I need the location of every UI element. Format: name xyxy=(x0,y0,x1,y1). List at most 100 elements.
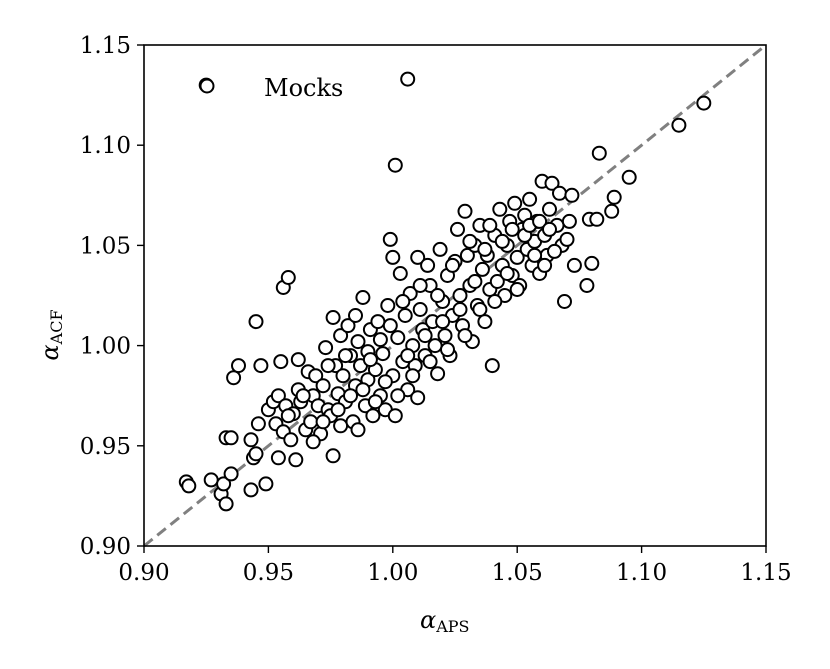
data-point xyxy=(380,298,396,313)
data-point xyxy=(280,408,296,424)
data-point xyxy=(405,368,421,384)
data-point xyxy=(589,211,605,227)
data-point xyxy=(273,354,289,370)
y-tick-label: 0.95 xyxy=(80,434,131,460)
data-point xyxy=(410,390,426,406)
y-tick-label: 1.00 xyxy=(80,334,131,360)
data-point xyxy=(270,388,286,404)
data-point xyxy=(400,71,416,87)
data-point xyxy=(527,247,543,263)
data-points xyxy=(178,71,712,512)
data-point xyxy=(482,217,498,233)
data-point xyxy=(400,348,416,364)
data-point xyxy=(248,446,264,462)
data-point xyxy=(432,241,448,257)
data-point xyxy=(218,496,234,512)
data-point xyxy=(340,318,356,334)
data-point xyxy=(477,314,493,330)
data-point xyxy=(348,308,363,323)
data-point xyxy=(542,201,557,217)
data-point xyxy=(325,448,341,464)
data-point xyxy=(325,310,341,325)
data-point xyxy=(387,157,403,173)
data-point xyxy=(382,318,398,334)
data-point xyxy=(343,388,358,404)
data-point xyxy=(410,249,426,265)
data-point xyxy=(387,408,403,424)
y-axis-label: αACF xyxy=(36,309,66,360)
data-point xyxy=(365,408,381,424)
data-point xyxy=(250,416,266,432)
data-point xyxy=(537,257,553,273)
data-point xyxy=(552,185,567,201)
data-point xyxy=(522,191,538,207)
data-point xyxy=(355,290,371,305)
data-point xyxy=(226,370,242,386)
data-point xyxy=(487,294,503,309)
data-point xyxy=(305,434,321,450)
data-point xyxy=(566,257,582,273)
data-point xyxy=(561,213,577,229)
data-point xyxy=(445,257,460,273)
y-tick-label: 1.15 xyxy=(80,33,131,59)
data-point xyxy=(308,368,324,384)
data-point xyxy=(504,221,520,237)
y-axis-ticks: 0.90 0.95 1.00 1.05 1.10 1.15 xyxy=(80,33,144,560)
data-point xyxy=(671,117,687,133)
data-point xyxy=(333,418,349,434)
data-point xyxy=(248,314,264,330)
data-point xyxy=(494,233,510,249)
data-point xyxy=(606,189,622,205)
data-point xyxy=(280,270,296,285)
data-point xyxy=(472,302,488,317)
legend: Mocks xyxy=(199,74,343,102)
data-point xyxy=(420,257,436,273)
data-point xyxy=(499,266,515,281)
data-point xyxy=(417,328,433,344)
data-point xyxy=(258,476,274,492)
data-point xyxy=(223,430,239,446)
data-point xyxy=(557,294,572,309)
y-tick-label: 1.10 xyxy=(80,133,131,159)
data-point xyxy=(203,472,219,488)
data-point xyxy=(532,213,548,229)
data-point xyxy=(430,366,446,382)
x-tick-label: 1.15 xyxy=(740,560,791,586)
data-point xyxy=(462,233,478,249)
data-point xyxy=(621,169,637,185)
data-point xyxy=(181,478,197,494)
data-point xyxy=(459,247,475,263)
data-point xyxy=(509,249,525,265)
data-point xyxy=(542,221,557,237)
data-point xyxy=(509,282,525,297)
y-tick-label: 0.90 xyxy=(80,534,131,560)
data-point xyxy=(477,241,493,257)
data-point xyxy=(435,314,451,330)
data-point xyxy=(395,294,411,309)
x-axis-ticks: 0.90 0.95 1.00 1.05 1.10 1.15 xyxy=(118,546,792,586)
data-point xyxy=(283,432,299,448)
data-point xyxy=(390,388,406,404)
data-point xyxy=(450,221,465,237)
data-point xyxy=(492,201,508,217)
data-point xyxy=(288,452,304,468)
data-point xyxy=(315,414,331,430)
data-point xyxy=(270,450,286,466)
data-point xyxy=(484,358,500,374)
data-point xyxy=(452,302,468,317)
x-tick-label: 1.10 xyxy=(616,560,667,586)
data-point xyxy=(385,249,401,265)
x-tick-label: 0.90 xyxy=(118,560,169,586)
data-point xyxy=(430,288,446,303)
data-point xyxy=(318,340,334,356)
data-point xyxy=(315,378,331,394)
data-point xyxy=(579,278,595,293)
data-point xyxy=(559,231,575,247)
data-point xyxy=(377,374,393,390)
data-point xyxy=(584,255,600,271)
data-point xyxy=(223,466,239,482)
data-point xyxy=(350,334,366,350)
data-point xyxy=(564,187,580,203)
